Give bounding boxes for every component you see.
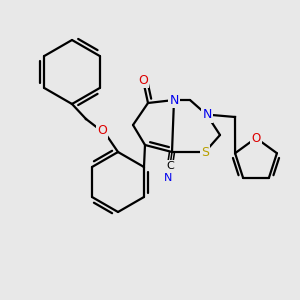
Text: S: S [201,146,209,158]
Text: N: N [164,173,172,183]
Text: N: N [169,94,179,106]
Text: N: N [202,109,212,122]
Text: C: C [166,161,174,171]
Text: O: O [138,74,148,86]
Text: O: O [251,131,261,145]
Text: O: O [97,124,107,137]
